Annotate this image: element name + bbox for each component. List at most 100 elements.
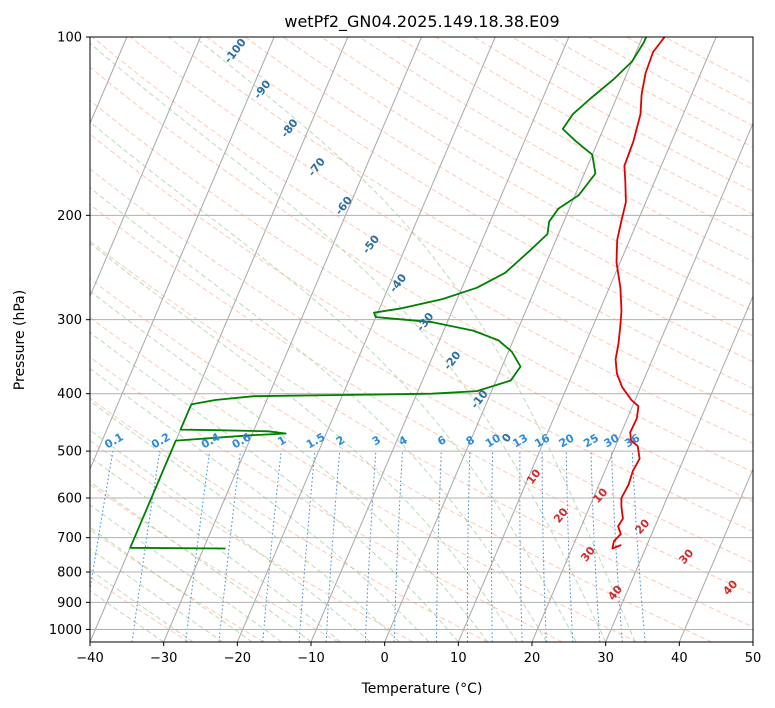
dry-adiabat-line (244, 37, 753, 337)
moist-adiabat-line (90, 186, 548, 642)
mixing-ratio-label: 0.2 (149, 430, 172, 451)
dry-adiabat-line (435, 37, 753, 215)
mixing-ratio-line (435, 451, 442, 642)
isotherm-line (236, 37, 496, 642)
mixing-ratio-label: 16 (532, 431, 552, 450)
moist-adiabat-label: 20 (632, 516, 652, 536)
mixing-ratio-line (218, 451, 241, 642)
dry-adiabat-line (90, 529, 264, 642)
isotherm-line (90, 37, 201, 298)
isotherm-line (310, 37, 570, 642)
moist-adiabat-line (90, 368, 430, 642)
x-tick-label: 50 (745, 651, 762, 666)
mixing-ratio-label: 36 (622, 431, 642, 450)
moist-adiabat-label: 40 (720, 577, 740, 597)
moist-adiabats (90, 37, 636, 642)
dry-adiabat-label: -60 (333, 194, 356, 218)
isotherm-line (752, 640, 753, 642)
moist-adiabat-label: 30 (676, 546, 696, 566)
isotherm-line (163, 37, 422, 642)
moist-adiabat-line (90, 569, 194, 642)
dry-adiabat-line (90, 203, 753, 595)
x-tick-label: 20 (524, 651, 541, 666)
mixing-ratio-label: 20 (557, 431, 577, 450)
mixing-ratio-line (631, 451, 646, 642)
moist-adiabat-line (90, 242, 518, 642)
dry-adiabat-label: -50 (360, 232, 383, 256)
dry-adiabat-line (90, 356, 563, 642)
dry-adiabat-line (90, 483, 339, 642)
x-tick-label: 30 (597, 651, 614, 666)
moist-adiabat-line (90, 548, 223, 642)
profile-line (611, 37, 666, 550)
x-tick-label: −10 (297, 651, 324, 666)
moist-adiabat-line (90, 121, 577, 642)
moist-adiabat-line (90, 429, 371, 642)
moist-adiabat-line (90, 504, 282, 642)
mixing-ratio-line (565, 451, 574, 642)
y-tick-label: 800 (57, 566, 82, 581)
mixing-ratio-line (466, 451, 471, 642)
profile-line (129, 37, 648, 550)
isotherm-line (605, 295, 753, 642)
x-axis-ticks: −40 −30 −20 −10 0 10 20 30 40 50 (76, 642, 761, 666)
dry-adiabat-line (282, 37, 753, 312)
isobars (90, 37, 753, 630)
dry-adiabat-label: 20 (551, 505, 571, 525)
mixing-ratio-label: 2 (334, 433, 347, 448)
mixing-ratio-label: 0.4 (199, 430, 223, 451)
isotherm-line (90, 37, 349, 642)
mixing-ratio-line (298, 451, 316, 642)
mixing-ratio-label: 0.1 (102, 430, 125, 451)
x-tick-label: 0 (381, 651, 389, 666)
x-tick-label: −40 (76, 651, 103, 666)
moist-adiabat-line (90, 331, 459, 642)
mixing-ratio-label: 1.5 (304, 430, 327, 451)
mixing-ratio-label: 3 (370, 433, 383, 448)
dry-adiabat-label: -80 (278, 116, 301, 140)
dry-adiabat-line (90, 133, 753, 533)
dry-adiabat-line (90, 397, 488, 642)
dry-adiabat-label: -70 (305, 155, 328, 179)
dry-adiabat-line (359, 37, 753, 263)
isotherms (90, 37, 753, 642)
mixing-ratio-line (590, 451, 601, 642)
dry-adiabat-line (511, 37, 753, 170)
profile-series (129, 37, 666, 550)
plot-area: -100-90-80-70-60-50-40-30-20-10010203040… (90, 37, 753, 642)
isotherm-line (531, 122, 753, 642)
moist-adiabat-line (194, 37, 636, 642)
y-tick-label: 300 (57, 313, 82, 328)
chart-title: wetPf2_GN04.2025.149.18.38.E09 (284, 12, 559, 32)
dry-adiabat-line (90, 316, 638, 642)
mixing-ratio-line (90, 451, 114, 593)
mixing-ratio-line (491, 451, 494, 642)
dry-adiabat-line (90, 576, 190, 642)
moist-adiabat-line (90, 290, 489, 642)
y-tick-label: 100 (57, 31, 82, 46)
isotherm-line (90, 37, 275, 471)
y-axis-label: Pressure (hPa) (12, 290, 28, 390)
dry-adiabat-line (90, 66, 753, 473)
y-tick-label: 200 (57, 209, 82, 224)
mixing-ratio-label: 0.6 (230, 430, 254, 451)
mixing-ratio-label: 10 (483, 431, 503, 450)
dry-adiabat-line (90, 99, 753, 502)
x-tick-label: −20 (224, 651, 251, 666)
mixing-ratio-line (185, 451, 211, 642)
dry-adiabat-label: -40 (387, 271, 410, 295)
dry-adiabat-line (90, 440, 414, 642)
y-tick-label: 500 (57, 445, 82, 460)
y-tick-label: 1000 (49, 623, 82, 638)
x-tick-label: 40 (671, 651, 688, 666)
moist-adiabat-line (90, 526, 253, 642)
x-tick-label: −30 (150, 651, 177, 666)
moist-adiabat-line (90, 400, 400, 642)
dry-adiabat-label: -30 (414, 310, 437, 334)
mixing-ratio-label: 8 (464, 433, 477, 448)
dry-adiabat-line (664, 37, 753, 85)
x-axis-label: Temperature (°C) (361, 681, 483, 697)
y-tick-label: 400 (57, 387, 82, 402)
mixing-ratio-label: 13 (510, 431, 530, 450)
